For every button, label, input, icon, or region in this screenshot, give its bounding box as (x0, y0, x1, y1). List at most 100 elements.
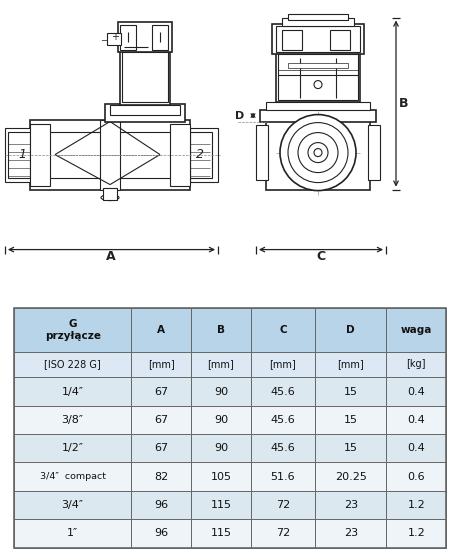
Bar (315, 463, 386, 491)
Text: [mm]: [mm] (270, 360, 296, 370)
Text: 0.4: 0.4 (408, 443, 425, 453)
Text: 3/4″: 3/4″ (62, 500, 83, 510)
Text: 3/8″: 3/8″ (62, 415, 83, 425)
Bar (120, 24, 136, 49)
Bar (315, 519, 386, 547)
Text: 45.6: 45.6 (271, 415, 295, 425)
Bar (282, 18, 354, 25)
Bar (191, 463, 251, 491)
Text: 23: 23 (344, 500, 358, 510)
Bar (131, 463, 191, 491)
Text: 1: 1 (18, 148, 26, 161)
Bar (386, 463, 446, 491)
Bar (131, 352, 191, 377)
Bar (266, 115, 370, 189)
Text: 72: 72 (276, 529, 290, 538)
Text: 90: 90 (214, 387, 228, 397)
Text: 0.4: 0.4 (408, 387, 425, 397)
Bar (5, 127, 33, 182)
Bar (288, 63, 348, 68)
Text: 15: 15 (344, 443, 358, 453)
Bar (122, 52, 168, 101)
Bar (276, 52, 360, 101)
Bar (315, 406, 386, 434)
Bar (131, 491, 191, 519)
Text: G
przyłącze: G przyłącze (45, 319, 100, 341)
Bar (131, 309, 191, 352)
Text: D: D (346, 325, 355, 335)
Bar (315, 377, 386, 406)
Text: B: B (399, 97, 409, 110)
Text: 15: 15 (344, 415, 358, 425)
Bar (386, 491, 446, 519)
Text: 3/4″  compact: 3/4″ compact (40, 472, 106, 481)
Text: 51.6: 51.6 (271, 471, 295, 481)
Bar (14, 491, 131, 519)
Bar (191, 406, 251, 434)
Bar (251, 434, 315, 463)
Bar (190, 127, 218, 182)
Text: 67: 67 (154, 443, 168, 453)
Bar (110, 105, 180, 115)
Bar (30, 124, 50, 186)
Bar (251, 309, 315, 352)
Bar (386, 352, 446, 377)
Bar (288, 14, 348, 19)
Bar (105, 104, 185, 121)
Text: 96: 96 (154, 529, 168, 538)
Circle shape (288, 122, 348, 183)
Text: ─: ─ (101, 35, 107, 44)
Bar (14, 309, 131, 352)
Circle shape (280, 115, 356, 191)
Text: A: A (106, 250, 116, 263)
Bar (14, 519, 131, 547)
Text: 15: 15 (344, 387, 358, 397)
Bar (131, 519, 191, 547)
Text: 1/2″: 1/2″ (62, 443, 83, 453)
Ellipse shape (101, 194, 119, 201)
Bar (100, 120, 120, 189)
Text: 96: 96 (154, 500, 168, 510)
Text: 1.2: 1.2 (408, 500, 425, 510)
Circle shape (298, 132, 338, 173)
Bar (131, 434, 191, 463)
Text: 72: 72 (276, 500, 290, 510)
Text: C: C (317, 250, 326, 263)
Text: 90: 90 (214, 415, 228, 425)
Bar (14, 434, 131, 463)
Bar (190, 132, 212, 178)
Text: 1″: 1″ (67, 529, 78, 538)
Text: [mm]: [mm] (337, 360, 364, 370)
Text: 67: 67 (154, 387, 168, 397)
Bar (191, 352, 251, 377)
Text: [kg]: [kg] (407, 360, 426, 370)
Bar (191, 309, 251, 352)
Text: D: D (236, 111, 245, 121)
Bar (386, 434, 446, 463)
Text: 105: 105 (210, 471, 231, 481)
Bar (330, 29, 350, 49)
Text: +: + (111, 32, 119, 42)
Text: 2: 2 (196, 148, 204, 161)
Bar (386, 519, 446, 547)
Bar (272, 24, 364, 54)
Text: 0.6: 0.6 (408, 471, 425, 481)
Bar (191, 377, 251, 406)
Text: 67: 67 (154, 415, 168, 425)
Bar (152, 24, 168, 49)
Bar (368, 125, 380, 179)
Bar (266, 101, 370, 110)
Circle shape (308, 142, 328, 162)
Text: waga: waga (401, 325, 432, 335)
Text: 115: 115 (210, 500, 231, 510)
Text: 1/4″: 1/4″ (62, 387, 83, 397)
Text: 45.6: 45.6 (271, 443, 295, 453)
Text: 1.2: 1.2 (408, 529, 425, 538)
Bar (315, 491, 386, 519)
Bar (14, 406, 131, 434)
Bar (315, 352, 386, 377)
Text: 0.4: 0.4 (408, 415, 425, 425)
Bar (191, 434, 251, 463)
Circle shape (314, 80, 322, 89)
Bar (251, 406, 315, 434)
